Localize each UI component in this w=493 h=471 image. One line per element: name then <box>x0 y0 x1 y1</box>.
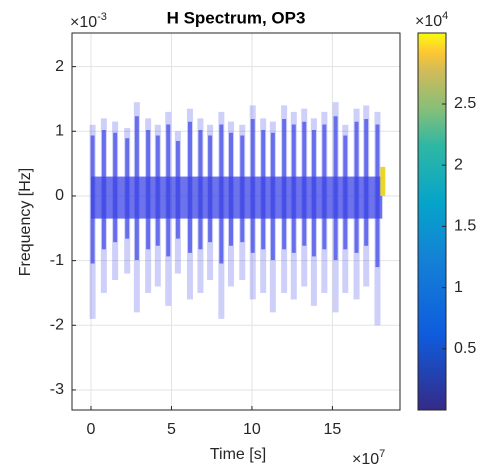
axes-box <box>71 32 401 411</box>
spike <box>125 138 130 239</box>
y-tick-label: -3 <box>50 381 64 398</box>
spike <box>364 119 369 246</box>
colorbar-tick-label: 2 <box>454 156 463 173</box>
y-tick-label: -1 <box>50 252 64 269</box>
x-exponent: ×107 <box>352 448 385 468</box>
spike <box>155 135 160 246</box>
spike <box>250 119 255 253</box>
spike <box>113 132 118 243</box>
y-tick-label: 0 <box>55 187 64 204</box>
y-tick-label: 2 <box>55 58 64 75</box>
spike <box>187 121 192 253</box>
spike <box>311 129 316 257</box>
spike <box>375 124 380 268</box>
y-axis-label: Frequency [Hz] <box>17 168 34 276</box>
colorbar <box>417 32 447 411</box>
colorbar-tick-label: 0.5 <box>454 340 476 357</box>
spike <box>354 121 359 253</box>
colorbar-tick-label: 2.5 <box>454 95 476 112</box>
y-tick-label: -2 <box>50 317 64 334</box>
spike <box>134 116 139 260</box>
spike <box>219 124 224 264</box>
peak <box>380 166 386 196</box>
colorbar-exponent: ×104 <box>415 10 448 30</box>
x-tick-label: 15 <box>324 421 342 438</box>
spike <box>208 135 213 243</box>
colorbar-tick-label: 1.5 <box>454 218 476 235</box>
plot-area <box>72 33 400 410</box>
x-axis-label: Time [s] <box>210 446 266 463</box>
spike <box>333 116 338 260</box>
y-exponent: ×10-3 <box>70 11 107 31</box>
spike <box>101 129 106 250</box>
spike <box>90 135 95 264</box>
spike <box>270 132 275 260</box>
spike <box>343 135 348 250</box>
spike <box>175 140 180 239</box>
spike <box>282 119 287 250</box>
y-tick-label: 1 <box>55 123 64 140</box>
colorbar-tick-label: 1 <box>454 279 463 296</box>
spike <box>291 124 296 253</box>
spike <box>229 132 234 246</box>
chart-title: H Spectrum, OP3 <box>167 8 306 27</box>
x-tick-label: 0 <box>87 421 96 438</box>
x-tick-label: 10 <box>243 421 261 438</box>
spike <box>166 124 171 257</box>
spike <box>240 135 245 243</box>
spike <box>198 129 203 250</box>
spike <box>302 121 307 246</box>
spike <box>322 124 327 250</box>
spike <box>261 129 266 250</box>
spike <box>146 129 151 250</box>
x-tick-label: 5 <box>167 421 176 438</box>
